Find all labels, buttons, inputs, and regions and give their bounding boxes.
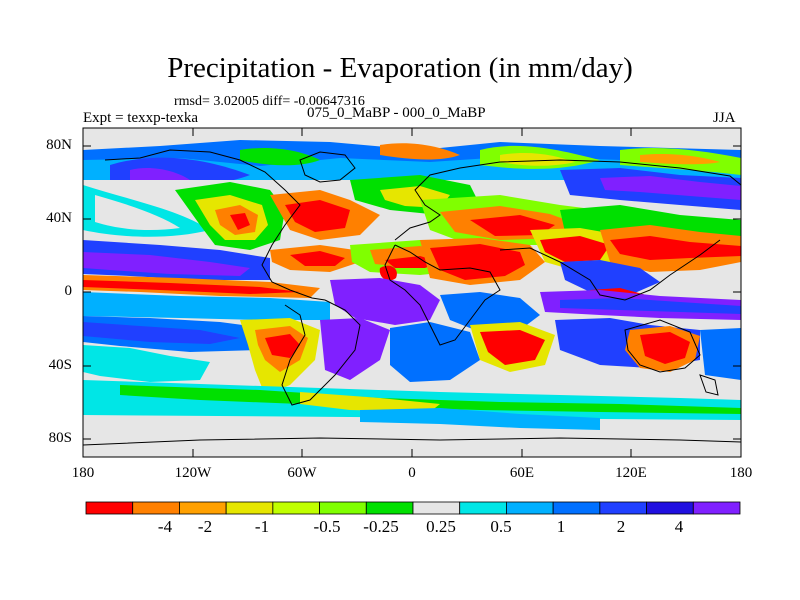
lon-label-120e: 120E [615, 465, 647, 481]
lat-label-40s: 40S [48, 357, 72, 373]
colorbar-label: 1 [556, 517, 566, 536]
colorbar-swatch [272, 501, 320, 515]
colorbar-label: -0.5 [313, 517, 341, 536]
lat-label-40n: 40N [46, 210, 72, 226]
colorbar [85, 501, 741, 515]
colorbar-label: 0.25 [426, 517, 456, 536]
colorbar-swatch [459, 501, 507, 515]
axis-ticks [83, 128, 741, 457]
lat-label-80n: 80N [46, 137, 72, 153]
colorbar-swatch [506, 501, 554, 515]
colorbar-swatch [225, 501, 274, 515]
colorbar-swatch [85, 501, 134, 515]
colorbar-swatch [179, 501, 227, 515]
colorbar-label: 2 [616, 517, 626, 536]
colorbar-swatch [692, 501, 741, 515]
lon-label-60e: 60E [509, 465, 535, 481]
colorbar-swatch [319, 501, 367, 515]
lon-label-0: 0 [408, 465, 416, 481]
colorbar-swatch [412, 501, 461, 515]
lon-label-180w: 180 [71, 465, 95, 481]
season-label: JJA [713, 110, 736, 126]
colorbar-swatch [646, 501, 694, 515]
period-label: 075_0_MaBP - 000_0_MaBP [307, 105, 486, 121]
colorbar-label: 0.5 [490, 517, 512, 536]
colorbar-label: -2 [197, 517, 213, 536]
continent-outlines [83, 149, 741, 446]
colorbar-label: -0.25 [363, 517, 399, 536]
lon-label-120w: 120W [174, 465, 212, 481]
lon-label-60w: 60W [287, 465, 317, 481]
statistics-text: rmsd= 3.02005 diff= -0.00647316 [174, 94, 365, 109]
lat-label-80s: 80S [48, 430, 72, 446]
colorbar-label: 4 [674, 517, 684, 536]
colorbar-swatch [552, 501, 601, 515]
colorbar-label: -4 [157, 517, 173, 536]
colorbar-swatch [365, 501, 414, 515]
lon-label-180e: 180 [729, 465, 753, 481]
experiment-label: Expt = texxp-texka [83, 110, 199, 126]
colorbar-swatch [599, 501, 647, 515]
southern-ocean-band [83, 380, 741, 457]
colorbar-swatch [132, 501, 180, 515]
lat-label-0: 0 [64, 283, 73, 299]
colorbar-label: -1 [254, 517, 270, 536]
map-title: Precipitation - Evaporation (in mm/day) [167, 52, 633, 84]
equatorial-band [83, 278, 741, 332]
